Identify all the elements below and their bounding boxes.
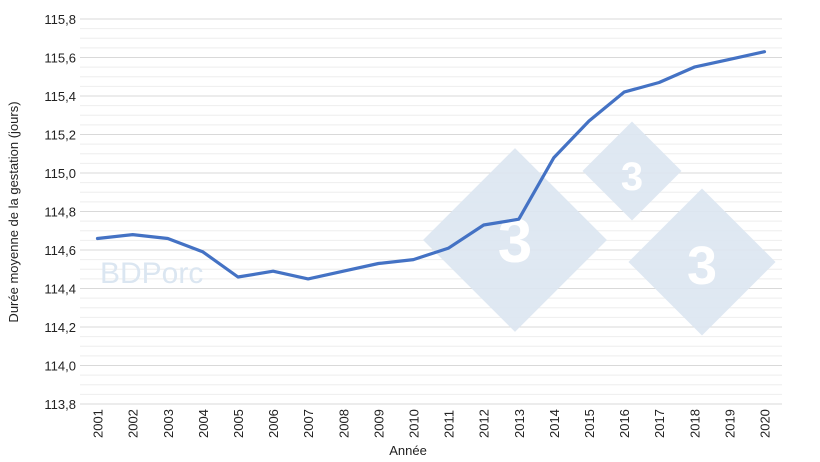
x-tick-label: 2015 (582, 409, 597, 438)
y-tick-label: 115,2 (44, 128, 76, 143)
svg-text:3: 3 (621, 155, 643, 199)
x-tick-label: 2009 (371, 409, 386, 438)
diamond-large-left: 3 (423, 148, 607, 332)
y-tick-label: 114,6 (44, 243, 76, 258)
svg-text:3: 3 (498, 207, 532, 276)
x-tick-label: 2019 (722, 409, 737, 438)
y-tick-label: 114,8 (44, 205, 76, 220)
x-tick-label: 2006 (266, 409, 281, 438)
x-tick-label: 2004 (196, 409, 211, 438)
x-tick-label: 2014 (547, 409, 562, 438)
y-tick-label: 115,4 (44, 89, 76, 104)
x-tick-label: 2013 (512, 409, 527, 438)
x-tick-label: 2003 (161, 409, 176, 438)
x-axis-label: Année (389, 443, 427, 458)
y-axis-label: Durée moyenne de la gestation (jours) (6, 101, 21, 322)
watermark-logo: 3 3 3 BDPorc (100, 121, 776, 336)
x-tick-label: 2010 (406, 409, 421, 438)
y-tick-label: 115,8 (44, 12, 76, 27)
x-tick-label: 2011 (442, 410, 457, 438)
y-tick-label: 113,8 (44, 397, 76, 412)
diamond-small-top: 3 (582, 121, 682, 221)
y-tick-label: 114,0 (44, 359, 76, 374)
y-axis-ticks: 113,8 114,0 114,2 114,4 114,6 114,8 115,0 115,2… (44, 12, 76, 412)
x-tick-label: 2020 (757, 409, 772, 438)
x-tick-label: 2017 (652, 409, 667, 438)
gridlines (80, 18, 782, 405)
x-tick-label: 2007 (301, 409, 316, 438)
x-tick-label: 2018 (687, 409, 702, 438)
x-axis-ticks: 2001 2002 2003 2004 2005 2006 2007 2008 2009 2010… (91, 409, 773, 438)
y-tick-label: 114,4 (44, 282, 76, 297)
y-tick-label: 115,0 (44, 166, 76, 181)
watermark-text: BDPorc (100, 257, 203, 290)
diamond-large-right: 3 (628, 188, 776, 336)
x-tick-label: 2016 (617, 409, 632, 438)
x-tick-label: 2005 (231, 409, 246, 438)
y-tick-label: 115,6 (44, 51, 76, 66)
y-tick-label: 114,2 (44, 320, 76, 335)
x-tick-label: 2001 (91, 409, 106, 438)
x-tick-label: 2012 (477, 409, 492, 438)
x-tick-label: 2008 (336, 409, 351, 438)
svg-text:3: 3 (687, 236, 717, 296)
x-tick-label: 2002 (126, 409, 141, 438)
series-line (95, 50, 767, 281)
